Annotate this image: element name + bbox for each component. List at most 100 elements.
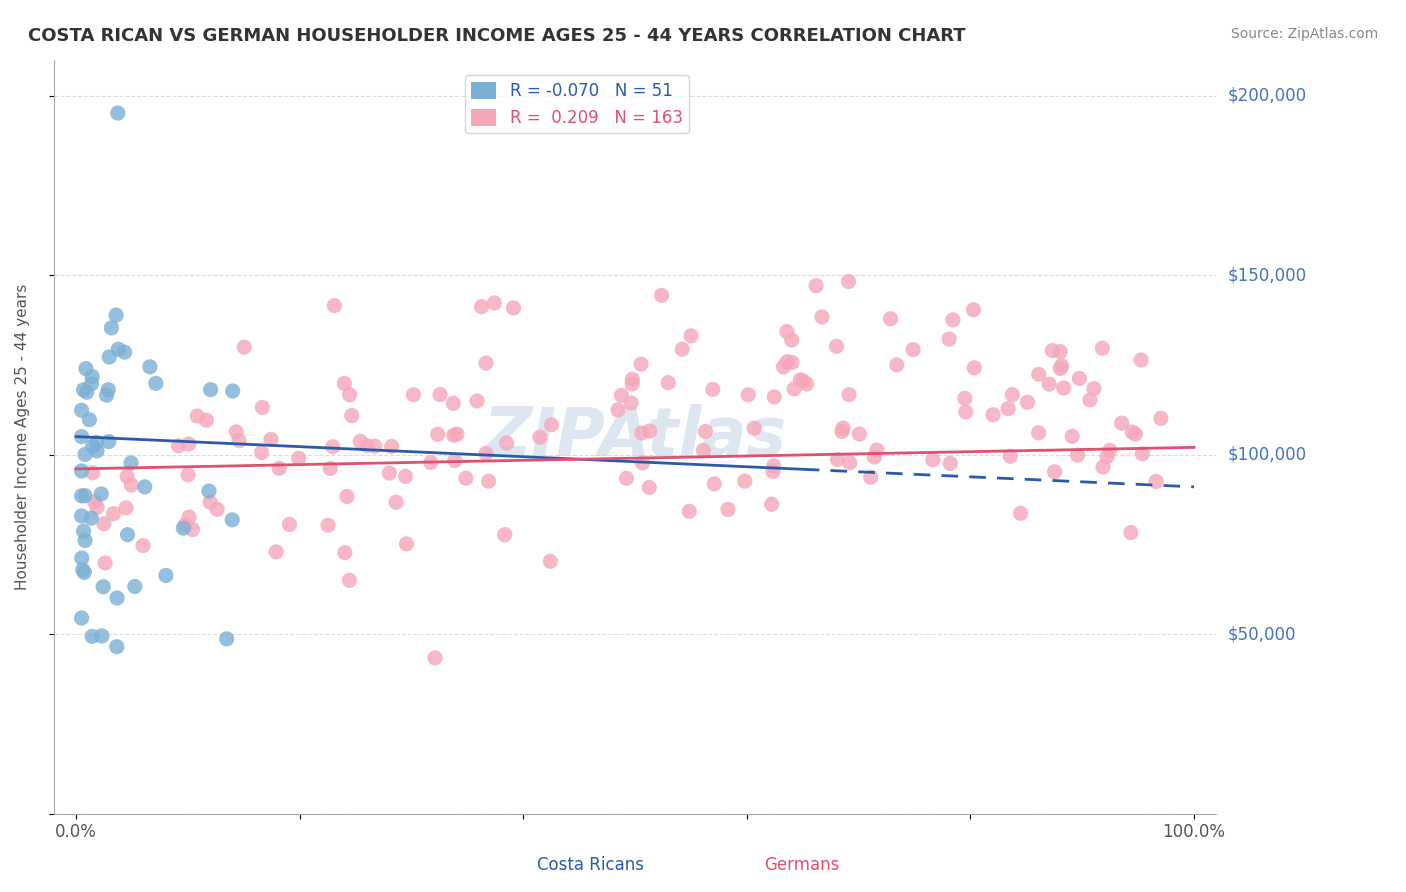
Point [804, 278, 827, 293]
Point [657, 376, 679, 390]
Point [402, 388, 425, 402]
Point [879, 311, 901, 326]
Point [1053, 381, 1076, 395]
Point [679, 329, 702, 343]
Point [381, 439, 404, 453]
Point [494, 527, 516, 541]
Point [79, 413, 101, 427]
Point [955, 405, 977, 419]
Point [484, 296, 506, 310]
Point [75, 361, 97, 376]
Point [607, 403, 630, 417]
Point [621, 376, 644, 391]
Point [70, 429, 93, 443]
Point [278, 517, 301, 532]
Point [783, 382, 806, 396]
Point [1040, 343, 1063, 358]
Point [1078, 392, 1101, 407]
Point [1049, 361, 1071, 376]
Point [83, 494, 105, 508]
Point [177, 467, 200, 482]
Point [155, 568, 177, 582]
Point [198, 483, 221, 498]
Point [638, 481, 661, 495]
Point [339, 388, 361, 402]
Point [1083, 381, 1105, 395]
Point [395, 537, 418, 551]
Point [1038, 377, 1060, 392]
Point [1130, 353, 1153, 368]
Point [429, 388, 451, 402]
Point [72, 383, 94, 397]
Point [90, 629, 112, 643]
Point [73, 533, 96, 548]
Point [94, 556, 117, 570]
Point [181, 523, 204, 537]
Point [423, 651, 446, 665]
Text: $200,000: $200,000 [1227, 87, 1306, 104]
Point [70, 611, 93, 625]
Point [529, 430, 551, 444]
Point [859, 470, 882, 484]
Point [827, 452, 849, 467]
Point [695, 425, 717, 439]
Point [762, 465, 785, 479]
Point [1049, 344, 1071, 359]
Point [225, 425, 247, 439]
Point [221, 384, 243, 398]
Point [98, 350, 121, 364]
Point [260, 433, 283, 447]
Legend: R = -0.070   N = 51, R =  0.209   N = 163: R = -0.070 N = 51, R = 0.209 N = 163 [464, 76, 689, 134]
Point [105, 640, 128, 654]
Point [620, 396, 643, 410]
Text: $150,000: $150,000 [1227, 266, 1306, 284]
Point [762, 458, 785, 473]
Point [322, 440, 344, 454]
Point [333, 376, 356, 391]
Point [796, 377, 818, 392]
Point [82, 369, 104, 384]
Point [264, 545, 287, 559]
Point [1069, 371, 1091, 385]
Text: COSTA RICAN VS GERMAN HOUSEHOLDER INCOME AGES 25 - 44 YEARS CORRELATION CHART: COSTA RICAN VS GERMAN HOUSEHOLDER INCOME… [28, 27, 966, 45]
Point [939, 457, 962, 471]
Point [780, 333, 803, 347]
Point [811, 310, 834, 324]
Point [742, 421, 765, 435]
Point [838, 456, 860, 470]
Y-axis label: Householder Income Ages 25 - 44 years: Householder Income Ages 25 - 44 years [15, 284, 30, 590]
Point [1066, 448, 1088, 462]
Point [339, 574, 361, 588]
Point [475, 446, 498, 460]
Point [1000, 449, 1022, 463]
Point [105, 308, 128, 322]
Point [630, 357, 652, 371]
Point [962, 302, 984, 317]
Point [540, 417, 562, 432]
Point [631, 456, 654, 470]
Point [1028, 368, 1050, 382]
Point [97, 434, 120, 449]
Point [114, 345, 136, 359]
Point [761, 497, 783, 511]
Point [780, 355, 803, 369]
Point [734, 474, 756, 488]
Point [1092, 460, 1115, 475]
Point [91, 580, 114, 594]
Point [323, 299, 346, 313]
Point [538, 554, 561, 568]
Point [963, 360, 986, 375]
Point [1062, 429, 1084, 443]
Point [378, 466, 401, 480]
Point [678, 504, 700, 518]
Point [789, 373, 811, 387]
Point [70, 403, 93, 417]
Point [1095, 450, 1118, 464]
Point [1150, 411, 1173, 425]
Point [177, 510, 200, 524]
Point [93, 516, 115, 531]
Point [922, 452, 945, 467]
Point [70, 489, 93, 503]
Point [1132, 447, 1154, 461]
Point [692, 443, 714, 458]
